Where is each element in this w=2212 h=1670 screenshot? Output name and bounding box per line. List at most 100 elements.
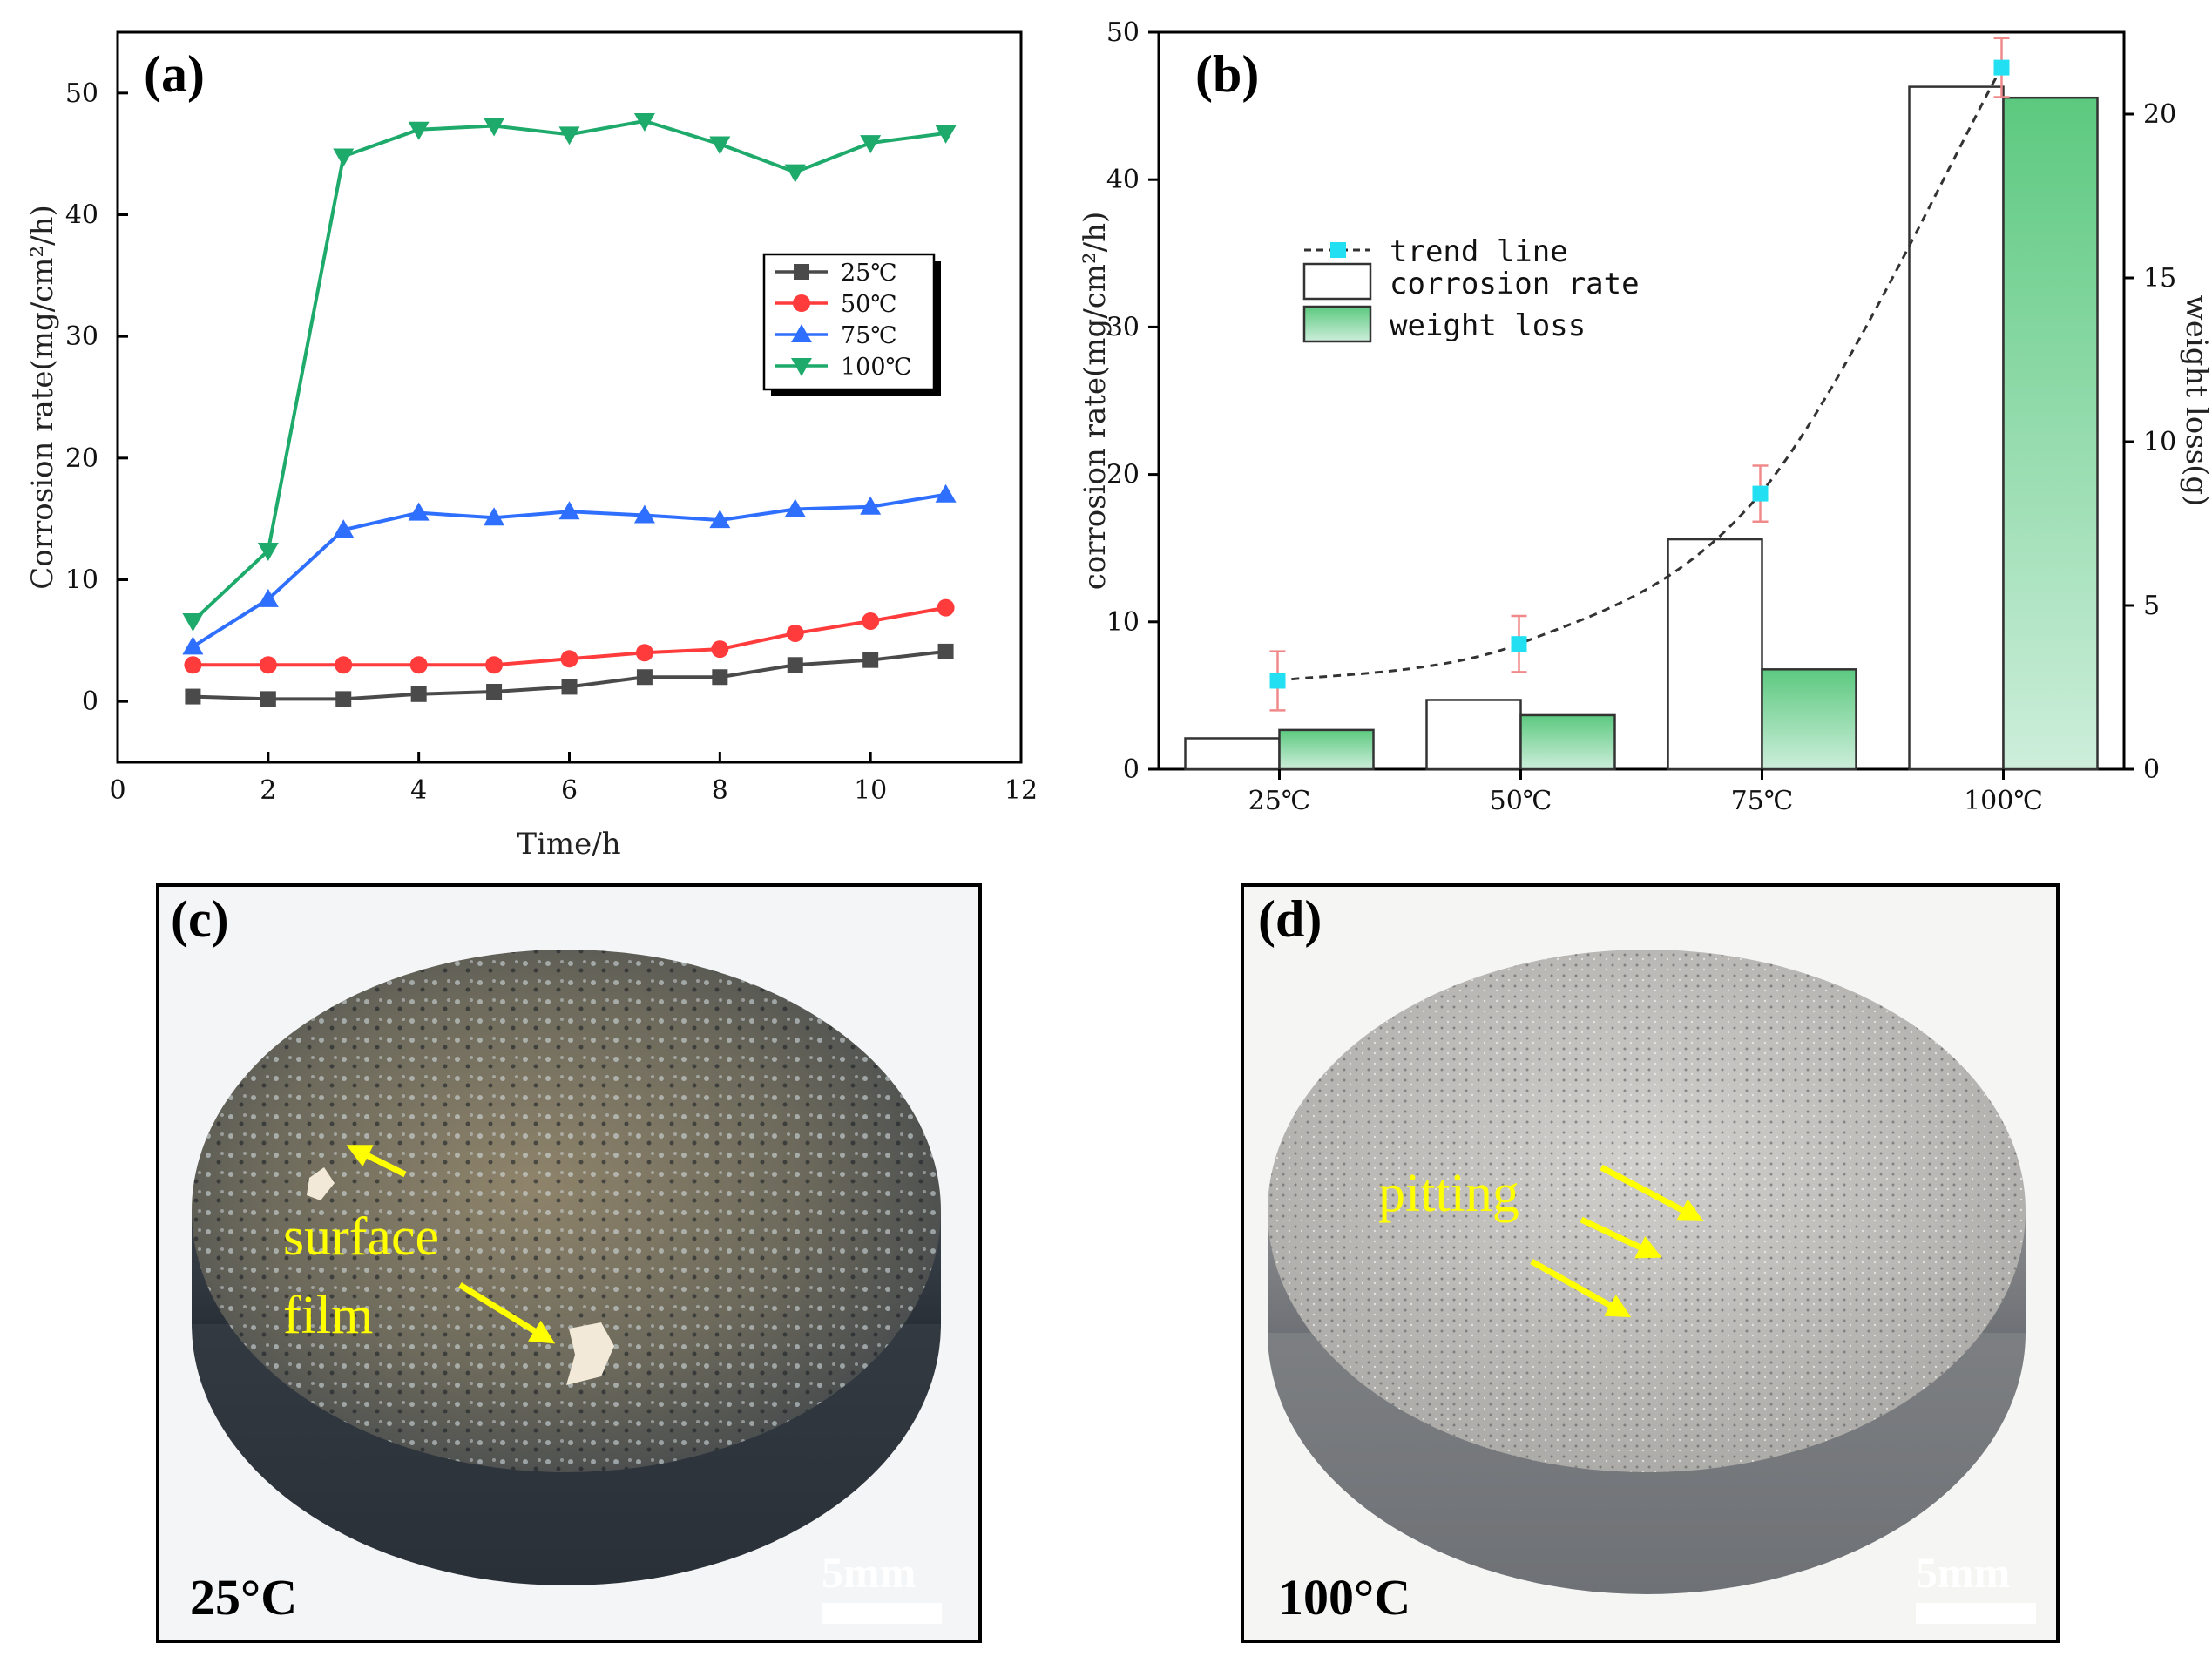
chart-a-xtick-label: 2 — [260, 775, 276, 806]
chart-b-ytick-right-label: 0 — [2143, 754, 2160, 785]
legend-weightloss-swatch — [1302, 305, 1372, 343]
photo-d: pitting 100°C 5mm (d) — [1241, 883, 2060, 1643]
series-3-point — [633, 112, 655, 132]
series-1-point — [335, 656, 353, 674]
trend-point — [1752, 485, 1769, 502]
series-1-point — [635, 644, 653, 662]
series-1-point — [937, 598, 955, 617]
legend-label-3: 100℃ — [841, 354, 912, 381]
chart-b-ylabel: corrosion rate(mg/cm²/h) — [1078, 212, 1113, 591]
trend-point — [1269, 673, 1286, 689]
series-2-point — [484, 507, 505, 526]
series-2-point — [633, 504, 655, 524]
chart-b-xtick-label: 75℃ — [1731, 786, 1794, 816]
chart-a-ytick-label: 10 — [65, 565, 98, 596]
arrow-pitting-1 — [1600, 1164, 1704, 1221]
series-0-point — [862, 652, 879, 668]
series-0-point — [335, 691, 352, 707]
series-2-point — [558, 501, 580, 520]
series-3-point — [257, 542, 279, 561]
series-3-point — [709, 136, 731, 155]
chart-a-ytick-label: 20 — [65, 443, 98, 474]
series-1-point — [711, 640, 729, 659]
corrosion-rate-bar — [1667, 538, 1763, 771]
disc-c-texture — [192, 950, 941, 1472]
series-0-point — [486, 683, 503, 700]
chart-a-ytick-label: 30 — [65, 321, 98, 352]
chart-a-ytick-label: 0 — [82, 686, 98, 717]
chart-a-xtick-label: 8 — [712, 775, 728, 806]
photo-d-scale-label: 5mm — [1916, 1548, 2010, 1597]
chart-b-ytick-label: 30 — [1106, 312, 1140, 342]
series-2-point — [935, 483, 957, 503]
corrosion-rate-bar — [1425, 699, 1522, 771]
arrow-pitting-3 — [1530, 1258, 1632, 1318]
series-2-point — [709, 510, 731, 529]
legend-label-0: 25℃ — [841, 260, 897, 287]
series-3-point — [333, 148, 355, 167]
legend-trend-line-label: trend line — [1390, 234, 1568, 269]
series-2-point — [784, 498, 806, 517]
series-0-point — [712, 669, 728, 686]
annotation-pitting: pitting — [1378, 1164, 1519, 1223]
chart-b-ytick-label: 40 — [1106, 165, 1140, 195]
photo-c-scale-bar — [822, 1603, 942, 1624]
series-3-point — [860, 135, 882, 154]
series-2-point — [182, 636, 204, 655]
chart-b-ytick-right-label: 10 — [2143, 427, 2176, 457]
disc-d-texture — [1268, 950, 2026, 1472]
legend-label-2: 75℃ — [841, 322, 897, 349]
film-flake-1 — [307, 1167, 335, 1200]
series-3-point — [484, 118, 505, 137]
chart-b-ytick-label: 10 — [1106, 607, 1140, 638]
series-2-point — [860, 496, 882, 515]
legend-swatch-marker-1 — [793, 294, 810, 312]
chart-b-frame — [1157, 30, 2126, 771]
photo-c-scale-label: 5mm — [822, 1548, 916, 1597]
series-1-point — [560, 650, 578, 668]
annotation-surface: surface — [283, 1207, 439, 1267]
legend-swatch-marker-3 — [791, 358, 812, 376]
chart-a-xtick-label: 12 — [1005, 775, 1038, 806]
series-1-point — [259, 656, 277, 674]
chart-b-ylabel-right: weight loss(g) — [2179, 295, 2212, 507]
legend-swatch-marker-0 — [794, 264, 809, 280]
chart-b-ytick-label: 0 — [1123, 754, 1140, 785]
panel-label-b: (b) — [1195, 45, 1259, 103]
corrosion-rate-bar — [1908, 85, 2005, 771]
chart-a: (a) 0 2 4 6 8 10 12 0 10 20 30 40 50 Time/h Corrosio… — [25, 30, 1038, 862]
arrow-surface-film-1 — [346, 1145, 407, 1178]
series-2-point — [408, 502, 430, 521]
legend-weightloss-label: weight loss — [1390, 308, 1586, 343]
chart-b-ytick-right-label: 15 — [2143, 263, 2176, 294]
chart-a-xtick-label: 10 — [854, 775, 887, 806]
series-3-point — [182, 612, 204, 632]
series-0-point — [410, 686, 427, 702]
arrow-pitting-2 — [1580, 1216, 1662, 1259]
chart-a-ytick-label: 50 — [65, 78, 98, 109]
chart-b-xtick-label: 100℃ — [1964, 786, 2043, 816]
chart-b-legend: trend line corrosion rate weight loss — [1302, 234, 1640, 343]
series-0-point — [185, 688, 201, 705]
annotation-film: film — [283, 1286, 373, 1345]
series-1-point — [786, 624, 804, 642]
series-0-point — [260, 691, 276, 707]
series-2-point — [333, 519, 355, 538]
chart-a-legend: 25℃ 50℃ 75℃ 100℃ — [762, 253, 941, 396]
weight-loss-bar — [2002, 96, 2099, 771]
chart-b-xtick-label: 25℃ — [1248, 786, 1311, 816]
series-1-point — [485, 656, 504, 674]
photo-d-scale-bar — [1916, 1603, 2036, 1624]
chart-b-xtick-label: 50℃ — [1490, 786, 1552, 816]
series-3-point — [935, 125, 957, 144]
chart-a-xtick-label: 0 — [109, 775, 125, 806]
chart-b-ytick-label: 50 — [1106, 17, 1140, 48]
series-3-point — [784, 164, 806, 183]
series-0-point — [937, 643, 954, 659]
chart-b-ytick-right-label: 20 — [2143, 99, 2176, 130]
photo-d-temperature: 100°C — [1278, 1569, 1410, 1626]
weight-loss-bar — [1761, 668, 1857, 771]
chart-a-ytick-label: 40 — [65, 200, 98, 231]
series-3-point — [408, 121, 430, 140]
